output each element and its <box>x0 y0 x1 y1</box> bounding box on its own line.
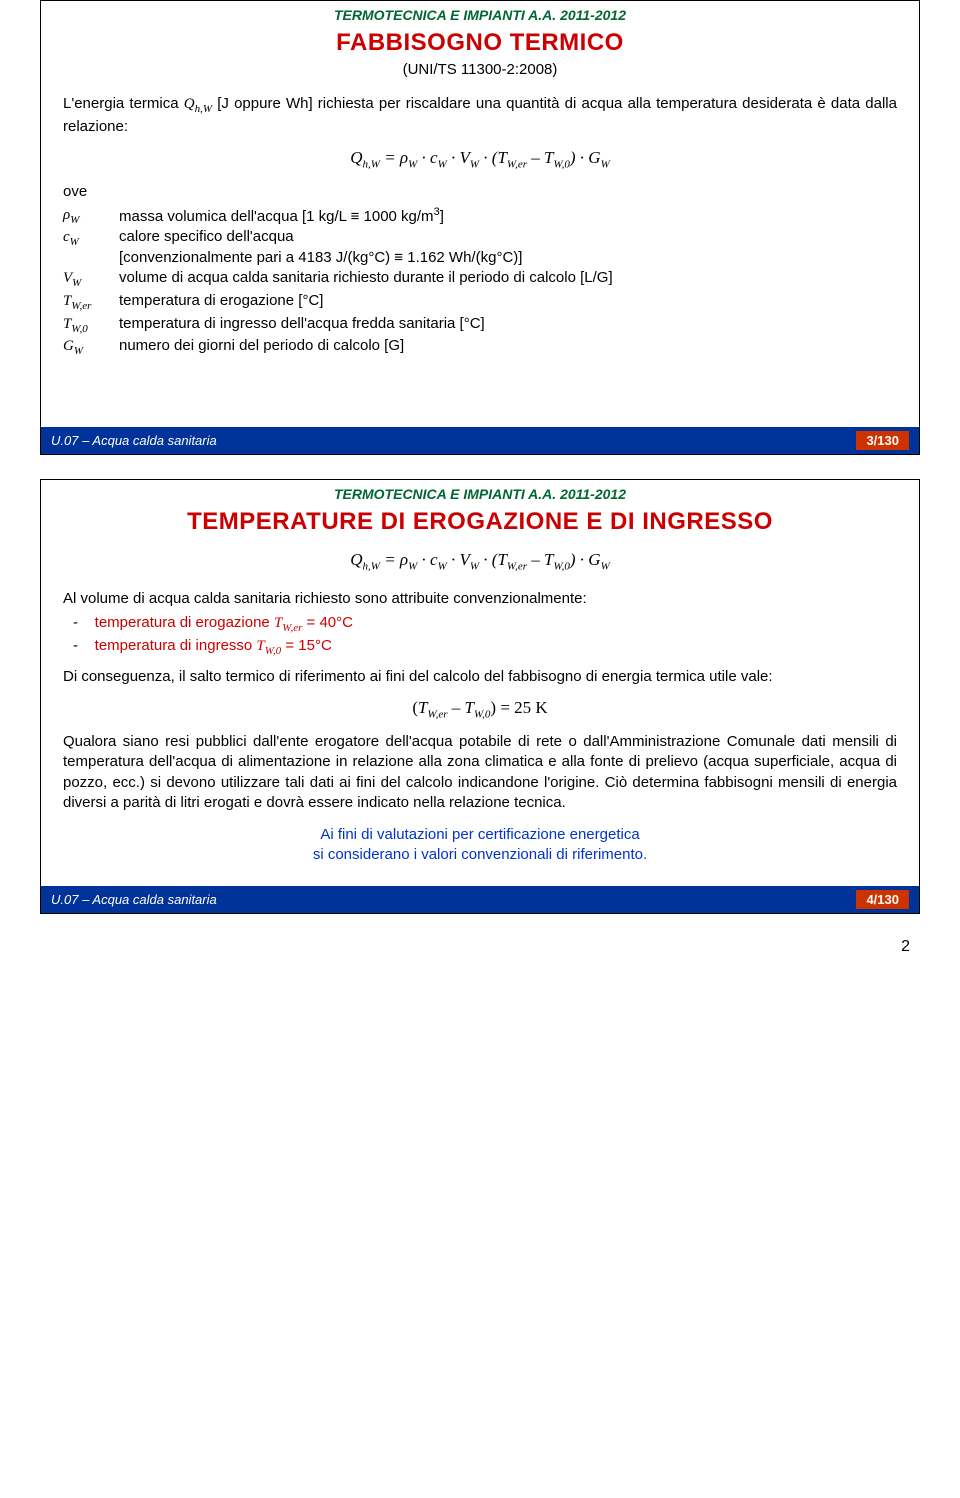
slide-header: TERMOTECNICA E IMPIANTI A.A. 2011-2012 <box>41 480 919 506</box>
sym-g: GW <box>63 336 119 359</box>
sym-rho: ρW <box>63 205 119 228</box>
slide-1: TERMOTECNICA E IMPIANTI A.A. 2011-2012 F… <box>40 0 920 455</box>
footer-lesson: U.07 – Acqua calda sanitaria <box>51 433 217 448</box>
slide-footer: U.07 – Acqua calda sanitaria 3/130 <box>41 427 919 454</box>
def-v: volume di acqua calda sanitaria richiest… <box>119 268 897 291</box>
slide-2: TERMOTECNICA E IMPIANTI A.A. 2011-2012 T… <box>40 479 920 913</box>
blue-note: Ai fini di valutazioni per certificazion… <box>63 825 897 866</box>
p1: Al volume di acqua calda sanitaria richi… <box>63 589 897 609</box>
footer-pageno: 4/130 <box>856 890 909 909</box>
slide-content: Al volume di acqua calda sanitaria richi… <box>41 583 919 886</box>
title-band: TEMPERATURE DI EROGAZIONE E DI INGRESSO <box>41 506 919 540</box>
def-g: numero dei giorni del periodo di calcolo… <box>119 336 897 359</box>
slide-title: FABBISOGNO TERMICO <box>41 29 919 57</box>
title-band: FABBISOGNO TERMICO <box>41 27 919 61</box>
sym-t0: TW,0 <box>63 314 119 337</box>
formula: Qh,W = ρW · cW · VW · (TW,er – TW,0) · G… <box>41 550 919 572</box>
sym-c: cW <box>63 227 119 268</box>
def-rho: massa volumica dell'acqua [1 kg/L ≡ 1000… <box>119 205 897 228</box>
footer-lesson: U.07 – Acqua calda sanitaria <box>51 892 217 907</box>
slide-subtitle: (UNI/TS 11300-2:2008) <box>41 61 919 78</box>
bullet-1: - temperatura di erogazione TW,er = 40°C <box>63 613 897 636</box>
delta-formula: (TW,er – TW,0) = 25 K <box>63 697 897 722</box>
blue-line-2: si considerano i valori convenzionali di… <box>63 845 897 865</box>
course-tag: TERMOTECNICA E IMPIANTI A.A. 2011-2012 <box>334 486 626 502</box>
definitions-grid: ρW massa volumica dell'acqua [1 kg/L ≡ 1… <box>63 205 897 360</box>
ove-label: ove <box>63 182 897 202</box>
sym-v: VW <box>63 268 119 291</box>
bullet-2: - temperatura di ingresso TW,0 = 15°C <box>63 636 897 659</box>
blue-line-1: Ai fini di valutazioni per certificazion… <box>63 825 897 845</box>
slide-title: TEMPERATURE DI EROGAZIONE E DI INGRESSO <box>41 508 919 536</box>
p2: Di conseguenza, il salto termico di rife… <box>63 667 897 687</box>
intro-sym: Qh,W <box>184 96 212 112</box>
p3: Qualora siano resi pubblici dall'ente er… <box>63 732 897 813</box>
slide-footer: U.07 – Acqua calda sanitaria 4/130 <box>41 886 919 913</box>
intro-text: L'energia termica Qh,W [J oppure Wh] ric… <box>63 94 897 137</box>
def-t0: temperatura di ingresso dell'acqua fredd… <box>119 314 897 337</box>
bullet-list: - temperatura di erogazione TW,er = 40°C… <box>63 613 897 659</box>
formula: Qh,W = ρW · cW · VW · (TW,er – TW,0) · G… <box>63 147 897 172</box>
intro-a: L'energia termica <box>63 95 184 112</box>
course-tag: TERMOTECNICA E IMPIANTI A.A. 2011-2012 <box>334 7 626 23</box>
page-number: 2 <box>40 938 920 956</box>
def-c: calore specifico dell'acqua [convenziona… <box>119 227 897 268</box>
sym-ter: TW,er <box>63 291 119 314</box>
def-ter: temperatura di erogazione [°C] <box>119 291 897 314</box>
slide-content: L'energia termica Qh,W [J oppure Wh] ric… <box>41 88 919 427</box>
footer-pageno: 3/130 <box>856 431 909 450</box>
slide-header: TERMOTECNICA E IMPIANTI A.A. 2011-2012 <box>41 1 919 27</box>
